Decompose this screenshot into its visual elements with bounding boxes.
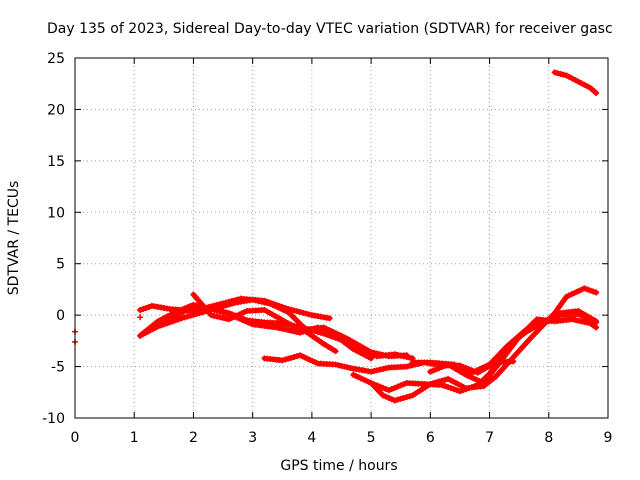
y-tick-label: 15 xyxy=(47,154,65,170)
x-tick-label: 1 xyxy=(130,430,139,446)
x-tick-label: 0 xyxy=(71,430,80,446)
grid xyxy=(75,58,608,418)
x-tick-label: 3 xyxy=(248,430,257,446)
x-tick-label: 8 xyxy=(544,430,553,446)
y-tick-label: 0 xyxy=(56,308,65,324)
axis-ticks: 0 1 2 3 4 5 6 7 8 9 -10 -5 0 5 10 15 20 25 xyxy=(42,51,612,446)
plot-frame xyxy=(74,57,609,419)
x-tick-label: 5 xyxy=(367,430,376,446)
series-track-6 xyxy=(190,291,339,355)
y-tick-label: 5 xyxy=(56,257,65,273)
y-tick-label: -5 xyxy=(51,360,65,376)
x-axis-label: GPS time / hours xyxy=(280,458,397,474)
series-track-13 xyxy=(137,314,144,321)
x-tick-label: 7 xyxy=(485,430,494,446)
x-tick-label: 4 xyxy=(307,430,316,446)
chart-title: Day 135 of 2023, Sidereal Day-to-day VTE… xyxy=(47,21,613,37)
series-track-11 xyxy=(409,311,600,376)
data-marks xyxy=(72,69,600,404)
series-track-10 xyxy=(427,316,600,387)
y-tick-label: 25 xyxy=(47,51,65,67)
series-track-12 xyxy=(551,69,600,96)
y-tick-label: 10 xyxy=(47,205,65,221)
x-tick-label: 9 xyxy=(604,430,613,446)
y-tick-label: -10 xyxy=(42,411,65,427)
y-axis-label: SDTVAR / TECUs xyxy=(6,181,22,296)
y-tick-label: 20 xyxy=(47,102,65,118)
x-tick-label: 6 xyxy=(426,430,435,446)
x-tick-label: 2 xyxy=(189,430,198,446)
